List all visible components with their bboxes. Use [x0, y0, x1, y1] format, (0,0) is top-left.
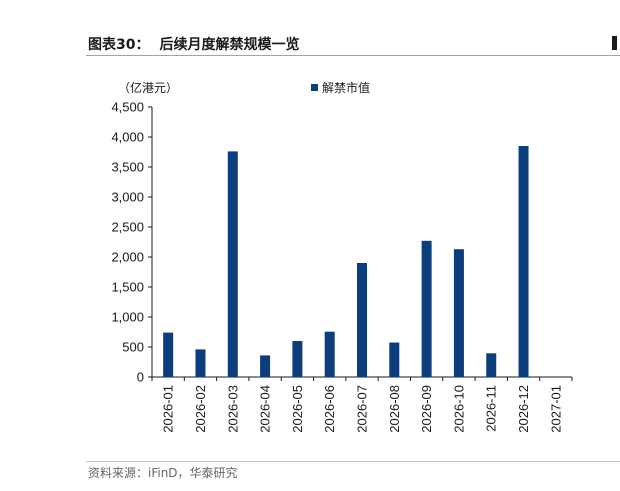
edge-mark — [612, 36, 617, 50]
bar — [292, 341, 303, 377]
figure-title-text: 后续月度解禁规模一览 — [159, 37, 300, 53]
chart-area: （亿港元） 解禁市值 0 500 1,000 1,500 2,000 2,500 3,000 3,… — [0, 60, 620, 460]
corner-mark — [611, 466, 617, 480]
bar — [389, 342, 400, 377]
bar — [195, 349, 206, 377]
bar — [453, 249, 464, 377]
legend-swatch — [311, 84, 318, 91]
bar — [421, 240, 432, 377]
y-tick-label: 500 — [122, 340, 144, 355]
y-tick-label: 3,500 — [111, 160, 144, 175]
legend-label: 解禁市值 — [322, 80, 370, 95]
x-tick-label: 2026-04 — [258, 385, 273, 433]
x-tick-label: 2026-03 — [225, 385, 240, 433]
y-tick-label: 4,000 — [111, 130, 144, 145]
x-tick-label: 2027-01 — [548, 385, 563, 433]
bar — [163, 332, 174, 377]
x-tick-label: 2026-06 — [322, 385, 337, 433]
figure-title: 图表30： 后续月度解禁规模一览 — [88, 34, 608, 54]
x-tick-label: 2026-11 — [484, 385, 499, 432]
bar — [357, 263, 367, 377]
x-tick-label: 2026-05 — [290, 385, 305, 433]
y-tick-label: 2,500 — [111, 220, 144, 235]
x-tick-label: 2026-07 — [355, 385, 370, 433]
x-tick-label: 2026-01 — [161, 385, 176, 433]
x-tick-label: 2026-02 — [193, 385, 208, 433]
figure-number: 图表30： — [88, 37, 150, 53]
bar — [324, 331, 335, 377]
bar-chart: （亿港元） 解禁市值 0 500 1,000 1,500 2,000 2,500 3,000 3,… — [111, 80, 573, 433]
x-tick-label: 2026-12 — [516, 385, 531, 433]
source-divider — [86, 461, 620, 462]
x-tick-label: 2026-08 — [387, 385, 402, 433]
y-tick-label: 4,500 — [111, 100, 144, 115]
bar — [260, 355, 271, 377]
y-tick-label: 0 — [137, 370, 144, 385]
y-tick-label: 1,500 — [111, 280, 144, 295]
bar — [227, 151, 238, 377]
y-tick-label: 1,000 — [111, 310, 144, 325]
y-unit-label: （亿港元） — [118, 80, 178, 95]
x-tick-label: 2026-10 — [451, 385, 466, 433]
source-note: 资料来源：iFinD，华泰研究 — [88, 466, 238, 480]
y-tick-label: 2,000 — [111, 250, 144, 265]
x-tick-label: 2026-09 — [419, 385, 434, 433]
bar — [486, 353, 497, 377]
bar — [518, 146, 529, 377]
y-tick-label: 3,000 — [111, 190, 144, 205]
title-divider — [86, 55, 620, 56]
